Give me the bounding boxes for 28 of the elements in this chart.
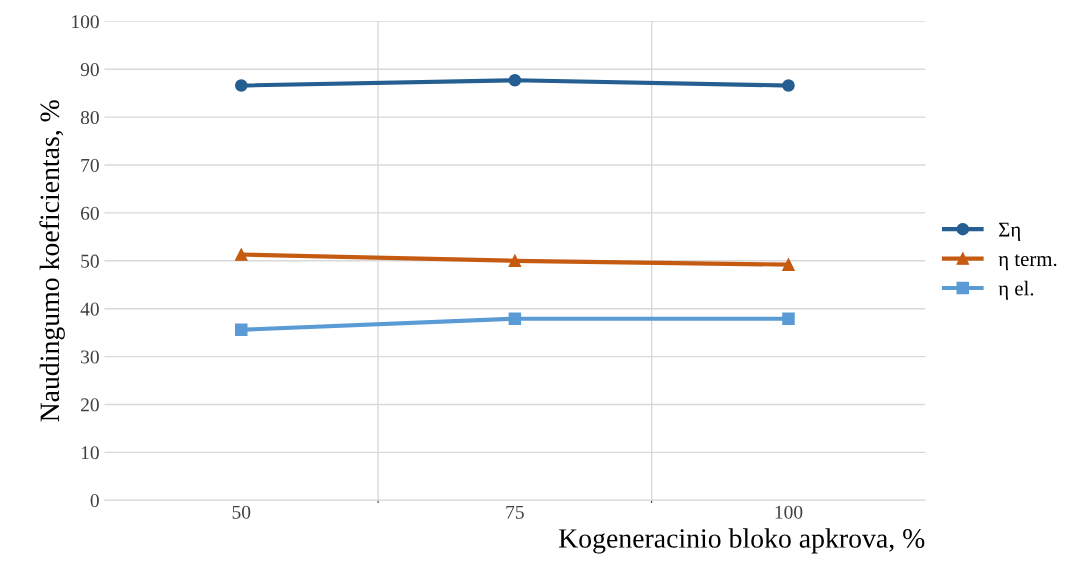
y-tick-label: 80 xyxy=(80,110,99,125)
point xyxy=(508,312,522,326)
point xyxy=(235,323,248,337)
y-axis-title: Naudingumo koeficientas, % xyxy=(39,100,65,422)
y-tick-label: 100 xyxy=(72,15,99,29)
point xyxy=(508,254,522,268)
legend-label: η el. xyxy=(998,280,1034,300)
y-tick-label: 0 xyxy=(90,494,99,508)
y-tick-label: 70 xyxy=(81,158,99,172)
y-tick-label: 10 xyxy=(81,446,99,460)
point xyxy=(235,79,248,92)
x-tick-label: 75 xyxy=(506,505,524,519)
legend-label: η term. xyxy=(998,254,1057,271)
point xyxy=(235,248,248,261)
point xyxy=(508,74,522,87)
y-tick-label: 30 xyxy=(81,350,99,364)
point xyxy=(782,312,795,326)
x-axis-title: Kogeneracinio bloko apkrova, % xyxy=(558,528,925,554)
y-tick-label: 60 xyxy=(81,206,99,220)
point xyxy=(782,79,795,92)
point xyxy=(782,258,795,271)
y-tick-label: 40 xyxy=(80,302,99,316)
y-tick-label: 20 xyxy=(81,398,99,412)
y-tick-label: 90 xyxy=(80,63,99,77)
y-tick-label: 50 xyxy=(81,254,99,268)
x-tick-label: 50 xyxy=(232,505,251,519)
legend-label: Ση xyxy=(999,222,1021,241)
x-tick-label: 100 xyxy=(775,505,803,519)
